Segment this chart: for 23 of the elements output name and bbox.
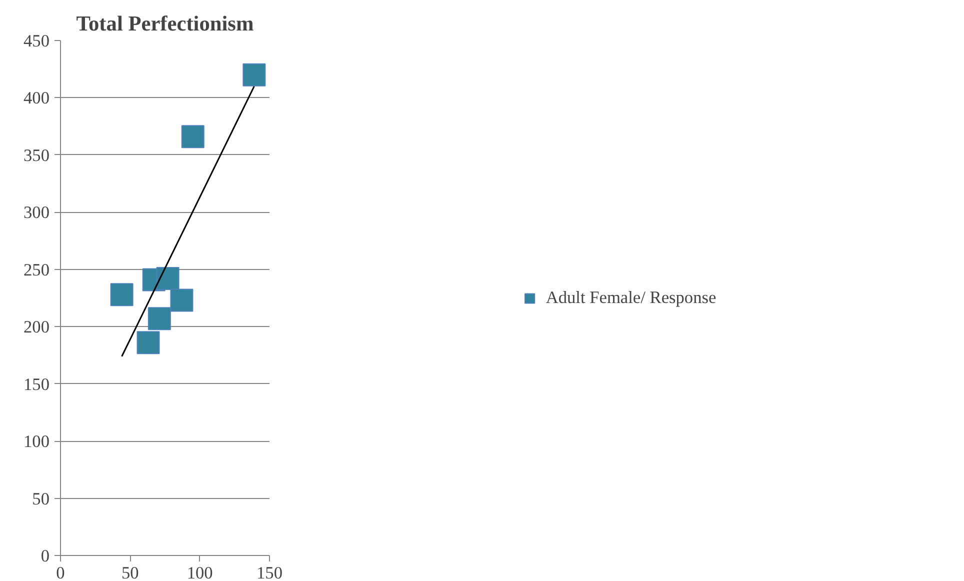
y-tick-label: 300 bbox=[24, 203, 50, 222]
point bbox=[110, 283, 134, 306]
x-tick-label: 50 bbox=[122, 564, 139, 581]
point bbox=[148, 307, 171, 330]
y-tick-label: 50 bbox=[32, 489, 50, 508]
y-tick-label: 150 bbox=[24, 374, 50, 394]
point bbox=[156, 267, 180, 290]
y-tick-label: 100 bbox=[24, 432, 50, 452]
x-tick-label: 100 bbox=[186, 564, 213, 581]
y-tick-label: 0 bbox=[40, 546, 50, 566]
point bbox=[181, 125, 204, 148]
point bbox=[136, 331, 160, 354]
legend-label: Adult Female/ Response bbox=[546, 288, 716, 308]
y-tick-label: 200 bbox=[24, 318, 50, 337]
x-tick-label: 0 bbox=[56, 564, 65, 581]
chart-title: Total Perfectionism bbox=[76, 12, 254, 36]
x-tick-label: 150 bbox=[256, 564, 283, 581]
y-tick-label: 350 bbox=[24, 146, 50, 165]
point bbox=[170, 288, 194, 312]
y-tick-label: 250 bbox=[24, 260, 50, 280]
y-tick-label: 400 bbox=[24, 88, 50, 108]
y-tick-label: 450 bbox=[24, 32, 50, 50]
point bbox=[242, 63, 266, 86]
